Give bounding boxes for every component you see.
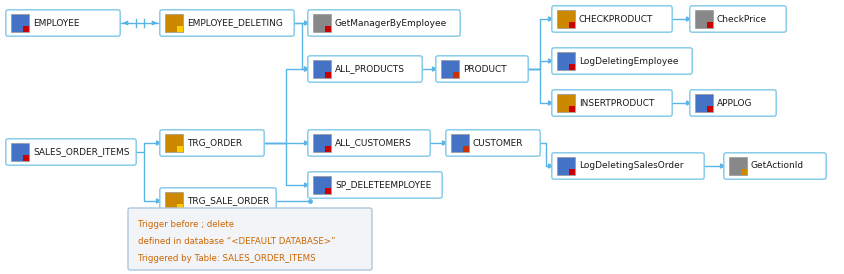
Text: TRG_ORDER: TRG_ORDER — [187, 138, 242, 147]
FancyBboxPatch shape — [463, 146, 468, 152]
FancyBboxPatch shape — [312, 14, 331, 32]
FancyBboxPatch shape — [176, 146, 183, 152]
FancyBboxPatch shape — [556, 157, 574, 175]
FancyBboxPatch shape — [23, 155, 29, 161]
FancyBboxPatch shape — [689, 6, 785, 32]
FancyBboxPatch shape — [551, 153, 703, 179]
FancyBboxPatch shape — [568, 169, 574, 175]
FancyBboxPatch shape — [723, 153, 825, 179]
FancyBboxPatch shape — [324, 72, 331, 78]
FancyBboxPatch shape — [11, 14, 29, 32]
FancyBboxPatch shape — [324, 188, 331, 194]
Text: APPLOG: APPLOG — [717, 98, 752, 107]
FancyBboxPatch shape — [165, 134, 183, 152]
Text: SALES_ORDER_ITEMS: SALES_ORDER_ITEMS — [33, 147, 129, 156]
FancyBboxPatch shape — [706, 106, 712, 112]
Text: CUSTOMER: CUSTOMER — [473, 138, 523, 147]
FancyBboxPatch shape — [694, 94, 712, 112]
Text: ALL_CUSTOMERS: ALL_CUSTOMERS — [334, 138, 411, 147]
FancyBboxPatch shape — [568, 64, 574, 70]
FancyBboxPatch shape — [452, 72, 458, 78]
Text: LogDeletingSalesOrder: LogDeletingSalesOrder — [578, 161, 683, 170]
FancyBboxPatch shape — [307, 172, 441, 198]
FancyBboxPatch shape — [694, 10, 712, 28]
FancyBboxPatch shape — [307, 56, 422, 82]
FancyBboxPatch shape — [441, 60, 458, 78]
Text: EMPLOYEE: EMPLOYEE — [33, 19, 79, 27]
FancyBboxPatch shape — [728, 157, 746, 175]
FancyBboxPatch shape — [176, 204, 183, 210]
FancyBboxPatch shape — [23, 26, 29, 32]
FancyBboxPatch shape — [740, 169, 746, 175]
Text: CheckPrice: CheckPrice — [717, 15, 766, 24]
FancyBboxPatch shape — [324, 146, 331, 152]
FancyBboxPatch shape — [312, 176, 331, 194]
Text: Triggered by Table: SALES_ORDER_ITEMS: Triggered by Table: SALES_ORDER_ITEMS — [138, 254, 316, 263]
Text: defined in database “<DEFAULT DATABASE>”: defined in database “<DEFAULT DATABASE>” — [138, 237, 335, 246]
Text: GetActionId: GetActionId — [750, 161, 803, 170]
FancyBboxPatch shape — [160, 188, 276, 214]
FancyBboxPatch shape — [706, 22, 712, 28]
FancyBboxPatch shape — [307, 130, 430, 156]
FancyBboxPatch shape — [165, 14, 183, 32]
FancyBboxPatch shape — [160, 10, 294, 36]
FancyBboxPatch shape — [312, 60, 331, 78]
FancyBboxPatch shape — [556, 10, 574, 28]
FancyBboxPatch shape — [556, 94, 574, 112]
Text: Trigger before ; delete: Trigger before ; delete — [138, 220, 234, 229]
FancyBboxPatch shape — [551, 90, 671, 116]
FancyBboxPatch shape — [551, 48, 691, 74]
FancyBboxPatch shape — [307, 10, 460, 36]
FancyBboxPatch shape — [6, 139, 136, 165]
FancyBboxPatch shape — [160, 130, 264, 156]
Text: LogDeletingEmployee: LogDeletingEmployee — [578, 56, 678, 65]
FancyBboxPatch shape — [324, 26, 331, 32]
FancyBboxPatch shape — [11, 143, 29, 161]
Text: SP_DELETEEMPLOYEE: SP_DELETEEMPLOYEE — [334, 181, 430, 190]
Text: PRODUCT: PRODUCT — [463, 64, 506, 73]
Text: GetManagerByEmployee: GetManagerByEmployee — [334, 19, 446, 27]
Text: INSERTPRODUCT: INSERTPRODUCT — [578, 98, 653, 107]
FancyBboxPatch shape — [127, 208, 371, 270]
Text: TRG_SALE_ORDER: TRG_SALE_ORDER — [187, 196, 269, 206]
FancyBboxPatch shape — [451, 134, 468, 152]
Text: EMPLOYEE_DELETING: EMPLOYEE_DELETING — [187, 19, 283, 27]
FancyBboxPatch shape — [556, 52, 574, 70]
Text: CHECKPRODUCT: CHECKPRODUCT — [578, 15, 652, 24]
FancyBboxPatch shape — [446, 130, 539, 156]
FancyBboxPatch shape — [689, 90, 776, 116]
FancyBboxPatch shape — [6, 10, 120, 36]
FancyBboxPatch shape — [551, 6, 671, 32]
Text: ALL_PRODUCTS: ALL_PRODUCTS — [334, 64, 404, 73]
FancyBboxPatch shape — [312, 134, 331, 152]
FancyBboxPatch shape — [436, 56, 528, 82]
FancyBboxPatch shape — [568, 106, 574, 112]
FancyBboxPatch shape — [165, 192, 183, 210]
FancyBboxPatch shape — [568, 22, 574, 28]
FancyBboxPatch shape — [176, 26, 183, 32]
